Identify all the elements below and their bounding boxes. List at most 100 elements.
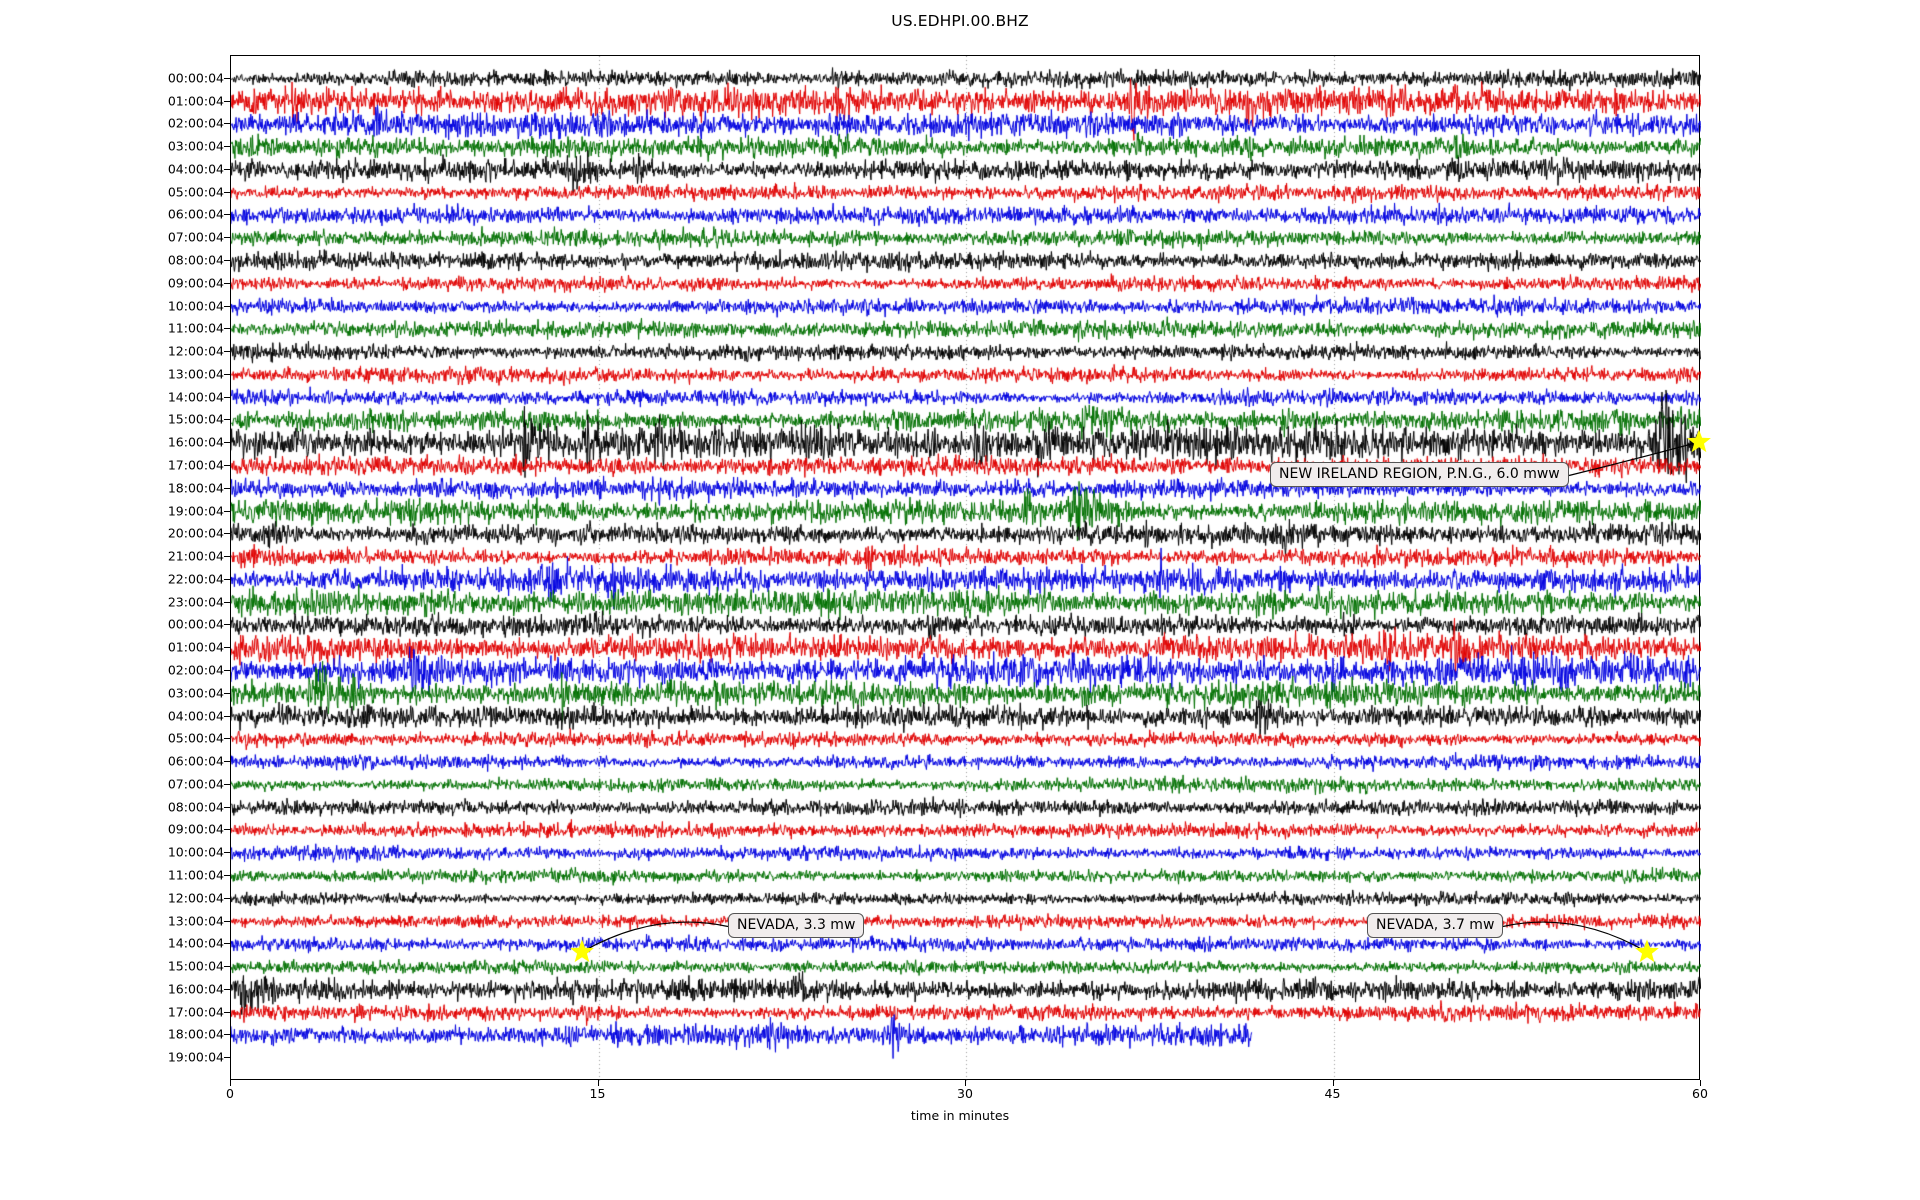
y-axis-tick-label: 02:00:04	[167, 115, 224, 131]
x-axis-label: time in minutes	[910, 1108, 1010, 1123]
y-axis-tick-mark	[224, 282, 230, 284]
y-axis-tick-label: 13:00:04	[167, 913, 224, 929]
y-axis-tick-mark	[224, 77, 230, 79]
y-axis-tick-mark	[224, 761, 230, 763]
y-axis-tick-label: 23:00:04	[167, 594, 224, 610]
y-axis-tick-label: 17:00:04	[167, 457, 224, 473]
y-axis-tick-label: 16:00:04	[167, 981, 224, 997]
y-axis-tick-label: 16:00:04	[167, 434, 224, 450]
y-axis-tick-label: 20:00:04	[167, 525, 224, 541]
y-axis-tick-label: 01:00:04	[167, 93, 224, 109]
y-axis-tick-label: 00:00:04	[167, 616, 224, 632]
y-axis-tick-label: 11:00:04	[167, 320, 224, 336]
y-axis-tick-mark	[224, 191, 230, 193]
x-axis-tick-mark	[230, 1080, 231, 1086]
y-axis-tick-label: 05:00:04	[167, 730, 224, 746]
y-axis-tick-mark	[224, 328, 230, 330]
y-axis-tick-mark	[224, 1011, 230, 1013]
y-axis-tick-label: 19:00:04	[167, 1049, 224, 1065]
x-axis-tick-label: 45	[1324, 1086, 1341, 1101]
y-axis-tick-label: 04:00:04	[167, 708, 224, 724]
x-axis-tick-mark	[1700, 1080, 1701, 1086]
plot-axes	[230, 55, 1701, 1081]
y-axis-tick-label: 12:00:04	[167, 890, 224, 906]
y-axis-tick-mark	[224, 419, 230, 421]
y-axis-tick-label: 01:00:04	[167, 639, 224, 655]
y-axis-tick-label: 06:00:04	[167, 753, 224, 769]
y-axis-tick-label: 13:00:04	[167, 366, 224, 382]
y-axis-tick-label: 11:00:04	[167, 867, 224, 883]
y-axis-tick-mark	[224, 806, 230, 808]
y-axis-tick-mark	[224, 465, 230, 466]
y-axis-tick-label: 07:00:04	[167, 776, 224, 792]
y-axis-tick-mark	[224, 260, 230, 261]
y-axis-tick-label: 04:00:04	[167, 161, 224, 177]
y-axis-tick-mark	[224, 100, 230, 102]
event-annotation-label: NEVADA, 3.3 mw	[728, 913, 865, 939]
x-axis-tick-mark	[1332, 1080, 1334, 1086]
event-annotation-label: NEVADA, 3.7 mw	[1367, 913, 1504, 939]
y-axis-tick-label: 10:00:04	[167, 844, 224, 860]
x-axis-tick-label: 15	[589, 1086, 606, 1101]
y-axis-tick-mark	[224, 966, 230, 968]
earthquake-star-icon	[1635, 939, 1659, 963]
y-axis-tick-mark	[224, 852, 230, 854]
y-axis-tick-mark	[224, 692, 230, 694]
y-axis-tick-label: 17:00:04	[167, 1004, 224, 1020]
x-axis-tick-mark	[597, 1080, 599, 1086]
y-axis-tick-mark	[224, 510, 230, 512]
y-axis-tick-label: 06:00:04	[167, 206, 224, 222]
y-axis-tick-mark	[224, 783, 230, 785]
y-axis-tick-label: 12:00:04	[167, 343, 224, 359]
y-axis-tick-mark	[224, 829, 230, 831]
y-axis-tick-mark	[224, 670, 230, 671]
y-axis-tick-label: 05:00:04	[167, 184, 224, 200]
y-axis-tick-label: 09:00:04	[167, 821, 224, 837]
y-axis-tick-mark	[224, 305, 230, 307]
y-axis-tick-mark	[224, 920, 230, 922]
y-axis-tick-mark	[224, 988, 230, 990]
y-axis-tick-label: 08:00:04	[167, 252, 224, 268]
y-axis-tick-label: 21:00:04	[167, 548, 224, 564]
y-axis-tick-mark	[224, 875, 230, 876]
event-annotation-label: NEW IRELAND REGION, P.N.G., 6.0 mww	[1270, 462, 1569, 488]
y-axis-tick-mark	[224, 578, 230, 580]
x-axis-tick-mark	[965, 1080, 966, 1086]
y-axis-tick-mark	[224, 601, 230, 603]
x-axis-tick-label: 60	[1692, 1086, 1708, 1101]
y-axis-tick-mark	[224, 442, 230, 444]
seismogram-traces-canvas	[231, 56, 1701, 1081]
y-axis-tick-mark	[224, 715, 230, 717]
y-axis-tick-mark	[224, 556, 230, 558]
y-axis-tick-mark	[224, 647, 230, 649]
y-axis-tick-label: 15:00:04	[167, 411, 224, 427]
y-axis-tick-label: 00:00:04	[167, 70, 224, 86]
page-title: US.EDHPI.00.BHZ	[891, 12, 1029, 30]
y-axis-tick-label: 22:00:04	[167, 571, 224, 587]
y-axis-tick-mark	[224, 897, 230, 899]
y-axis-tick-label: 14:00:04	[167, 389, 224, 405]
y-axis-tick-label: 08:00:04	[167, 799, 224, 815]
y-axis-tick-mark	[224, 943, 230, 945]
y-axis-tick-mark	[224, 533, 230, 535]
y-axis-tick-label: 15:00:04	[167, 958, 224, 974]
y-axis-tick-label: 10:00:04	[167, 298, 224, 314]
earthquake-star-icon	[1687, 429, 1711, 453]
y-axis-tick-mark	[224, 373, 230, 375]
y-axis-tick-mark	[224, 123, 230, 125]
earthquake-star-icon	[570, 939, 594, 963]
y-axis-tick-mark	[224, 237, 230, 239]
y-axis-tick-label: 03:00:04	[167, 138, 224, 154]
y-axis-tick-label: 14:00:04	[167, 935, 224, 951]
y-axis-tick-label: 02:00:04	[167, 662, 224, 678]
y-axis-tick-mark	[224, 146, 230, 148]
x-axis-tick-label: 0	[226, 1086, 234, 1101]
y-axis-tick-mark	[224, 487, 230, 489]
y-axis-tick-mark	[224, 351, 230, 353]
y-axis-tick-label: 07:00:04	[167, 229, 224, 245]
y-axis-tick-label: 18:00:04	[167, 1026, 224, 1042]
y-axis-tick-mark	[224, 624, 230, 626]
y-axis-tick-mark	[224, 738, 230, 740]
y-axis-tick-mark	[224, 1034, 230, 1036]
